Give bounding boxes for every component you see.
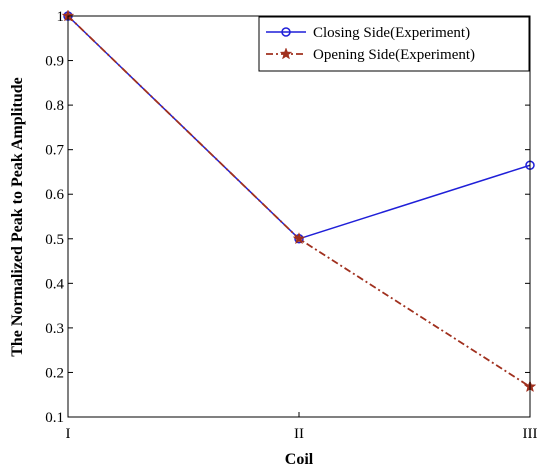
legend-item: Opening Side(Experiment) — [266, 47, 475, 63]
legend-circle-marker — [281, 27, 291, 37]
y-tick-label: 0.7 — [45, 143, 64, 159]
y-tick-label: 0.6 — [45, 187, 64, 203]
legend-items: Closing Side(Experiment) Opening Side(Exp… — [266, 25, 475, 63]
plot-area — [68, 16, 530, 417]
y-tick-label: 0.2 — [45, 365, 64, 381]
y-axis-ticks: 0.1 0.2 0.3 0.4 0.5 0.6 0.7 0.8 0.9 1 — [45, 9, 530, 426]
legend-label: Closing Side(Experiment) — [313, 25, 470, 41]
opening-side-point-1 — [292, 232, 306, 245]
y-tick-label: 0.4 — [45, 276, 64, 292]
x-axis-title: Coil — [285, 451, 314, 468]
plot-frame — [67, 15, 531, 418]
legend: Closing Side(Experiment) Opening Side(Exp… — [258, 16, 530, 72]
y-tick-label: 0.5 — [45, 232, 64, 248]
x-tick-label: III — [523, 426, 538, 442]
y-tick-label: 0.3 — [45, 321, 64, 337]
legend-box — [258, 16, 530, 72]
series-layer — [61, 9, 537, 393]
y-tick-label: 1 — [57, 9, 65, 25]
y-tick-label: 0.8 — [45, 98, 64, 114]
y-tick-label: 0.9 — [45, 54, 64, 70]
x-tick-label: I — [66, 426, 71, 442]
legend-item: Closing Side(Experiment) — [266, 25, 470, 41]
y-tick-label: 0.1 — [45, 410, 64, 426]
x-tick-label: II — [294, 426, 304, 442]
legend-label: Opening Side(Experiment) — [313, 47, 475, 63]
y-axis-title: The Normalized Peak to Peak Amplitude — [9, 77, 26, 357]
legend-star-marker — [279, 47, 293, 60]
